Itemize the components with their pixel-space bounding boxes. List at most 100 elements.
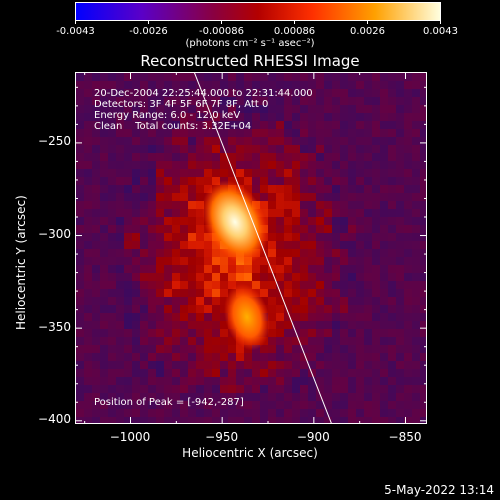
heatmap-cell	[124, 137, 133, 146]
heatmap-cell	[388, 297, 397, 306]
heatmap-cell	[220, 393, 229, 402]
heatmap-cell	[300, 145, 309, 154]
heatmap-cell	[108, 201, 117, 210]
heatmap-cell	[84, 305, 93, 314]
heatmap-cell	[196, 353, 205, 362]
heatmap-cell	[348, 297, 357, 306]
heatmap-cell	[420, 393, 426, 402]
heatmap-cell	[388, 145, 397, 154]
heatmap-cell	[132, 305, 141, 314]
heatmap-cell	[332, 201, 341, 210]
heatmap-cell	[420, 209, 426, 218]
heatmap-cell	[124, 281, 133, 290]
heatmap-cell	[236, 177, 245, 186]
heatmap-cell	[380, 265, 389, 274]
heatmap-cell	[388, 361, 397, 370]
heatmap-cell	[300, 73, 309, 82]
heatmap-cell	[396, 153, 405, 162]
heatmap-cell	[172, 185, 181, 194]
heatmap-cell	[180, 241, 189, 250]
heatmap-cell	[180, 273, 189, 282]
heatmap-cell	[148, 225, 157, 234]
heatmap-cell	[404, 257, 413, 266]
heatmap-cell	[340, 177, 349, 186]
heatmap-cell	[140, 169, 149, 178]
heatmap-cell	[188, 217, 197, 226]
heatmap-cell	[276, 313, 285, 322]
heatmap-cell	[76, 417, 85, 423]
heatmap-cell	[412, 81, 421, 90]
heatmap-cell	[388, 401, 397, 410]
heatmap-cell	[420, 265, 426, 274]
heatmap-cell	[100, 265, 109, 274]
heatmap-cell	[172, 73, 181, 82]
heatmap-cell	[188, 345, 197, 354]
heatmap-cell	[236, 385, 245, 394]
heatmap-cell	[172, 289, 181, 298]
heatmap-cell	[404, 225, 413, 234]
heatmap-cell	[148, 121, 157, 130]
heatmap-cell	[188, 393, 197, 402]
heatmap-cell	[324, 89, 333, 98]
heatmap-cell	[172, 273, 181, 282]
heatmap-cell	[268, 377, 277, 386]
heatmap-cell	[124, 145, 133, 154]
x-tick-label: −900	[296, 430, 330, 444]
heatmap-cell	[76, 97, 85, 106]
heatmap-cell	[364, 369, 373, 378]
heatmap-cell	[164, 113, 173, 122]
heatmap-cell	[212, 169, 221, 178]
heatmap-cell	[316, 409, 325, 418]
heatmap-cell	[260, 409, 269, 418]
heatmap-cell	[84, 361, 93, 370]
heatmap-cell	[188, 145, 197, 154]
heatmap-cell	[220, 129, 229, 138]
heatmap-cell	[292, 201, 301, 210]
heatmap-cell	[292, 193, 301, 202]
heatmap-cell	[340, 105, 349, 114]
heatmap-cell	[396, 305, 405, 314]
heatmap-cell	[124, 217, 133, 226]
heatmap-cell	[364, 209, 373, 218]
heatmap-cell	[236, 81, 245, 90]
heatmap-cell	[356, 273, 365, 282]
heatmap-cell	[348, 377, 357, 386]
heatmap-cell	[340, 145, 349, 154]
heatmap-cell	[404, 217, 413, 226]
heatmap-cell	[332, 281, 341, 290]
heatmap-cell	[252, 361, 261, 370]
heatmap-cell	[348, 313, 357, 322]
heatmap-cell	[284, 97, 293, 106]
heatmap-cell	[116, 329, 125, 338]
heatmap-cell	[292, 217, 301, 226]
heatmap-cell	[388, 153, 397, 162]
heatmap-cell	[172, 153, 181, 162]
heatmap-cell	[284, 361, 293, 370]
heatmap-cell	[356, 241, 365, 250]
heatmap-cell	[356, 353, 365, 362]
heatmap-cell	[276, 113, 285, 122]
heatmap-cell	[188, 177, 197, 186]
heatmap-cell	[404, 129, 413, 138]
heatmap-cell	[372, 209, 381, 218]
heatmap-cell	[340, 305, 349, 314]
heatmap-cell	[356, 209, 365, 218]
heatmap-cell	[300, 233, 309, 242]
heatmap-cell	[172, 297, 181, 306]
heatmap-cell	[316, 233, 325, 242]
heatmap-cell	[420, 97, 426, 106]
heatmap-cell	[156, 145, 165, 154]
heatmap-cell	[372, 137, 381, 146]
heatmap-cell	[196, 137, 205, 146]
heatmap-cell	[324, 153, 333, 162]
heatmap-cell	[180, 313, 189, 322]
heatmap-cell	[124, 209, 133, 218]
heatmap-cell	[116, 209, 125, 218]
heatmap-cell	[148, 81, 157, 90]
heatmap-cell	[404, 305, 413, 314]
heatmap-cell	[228, 121, 237, 130]
heatmap-cell	[92, 321, 101, 330]
heatmap-cell	[204, 257, 213, 266]
heatmap-cell	[380, 321, 389, 330]
heatmap-cell	[116, 201, 125, 210]
